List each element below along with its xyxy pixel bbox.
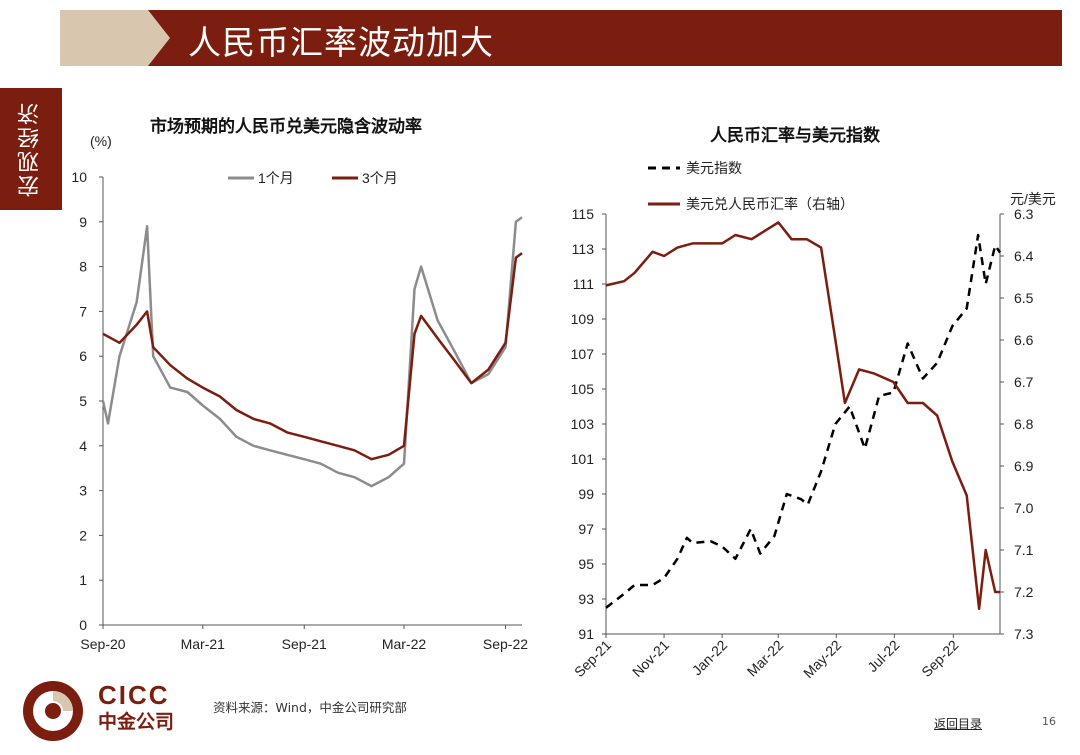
c2-y2-unit-label: 元/美元 (1010, 191, 1056, 207)
c2-y2-tick-label: 7.0 (1014, 500, 1034, 516)
c2-y-tick-label: 113 (572, 241, 595, 257)
c2-y2-tick-label: 6.6 (1014, 332, 1034, 348)
c2-y-tick-label: 95 (578, 556, 594, 572)
chart2-title: 人民币汇率与美元指数 (710, 126, 880, 146)
c2-series-line-2 (605, 221, 1000, 611)
logo-text-cicc: CICC (98, 680, 170, 710)
c1-y-tick-label: 7 (79, 303, 87, 319)
c1-y-tick-label: 4 (79, 438, 87, 454)
c1-x-tick-label: Sep-20 (80, 636, 125, 652)
c2-x-tick-label: Nov-21 (629, 637, 672, 680)
c1-y-tick-label: 9 (79, 214, 87, 230)
c2-x-tick-label: May-22 (800, 637, 844, 681)
c1-series-line-2 (102, 252, 523, 461)
c2-y2-tick-label: 6.3 (1014, 206, 1034, 222)
c2-legend-label-1: 美元指数 (686, 160, 742, 176)
c1-y-tick-label: 3 (79, 483, 87, 499)
c2-y-tick-label: 97 (578, 521, 594, 537)
c1-y-tick-label: 5 (79, 393, 87, 409)
c1-y-tick-label: 0 (79, 617, 87, 633)
page-title: 人民币汇率波动加大 (188, 23, 494, 62)
c1-x-tick-label: Sep-21 (282, 636, 327, 652)
c2-y2-tick-label: 7.1 (1014, 542, 1034, 558)
c2-y-tick-label: 105 (571, 381, 595, 397)
c2-y2-tick-label: 6.5 (1014, 290, 1034, 306)
c2-y2-tick-label: 6.7 (1014, 374, 1034, 390)
c1-legend-label-1: 1个月 (258, 170, 294, 186)
c2-legend-label-2: 美元兑人民币汇率（右轴） (686, 196, 854, 212)
c2-y2-tick-label: 6.9 (1014, 458, 1034, 474)
c2-y2-tick-label: 6.4 (1014, 248, 1034, 264)
c2-y-tick-label: 91 (578, 626, 594, 642)
c2-x-tick-label: Sep-22 (918, 637, 961, 680)
chart2-fx-dxy: 91 93 95 97 99 101 103 105 107 109 111 113 115 6.3 6.4… (571, 160, 1056, 681)
c2-y-tick-label: 107 (571, 346, 595, 362)
c2-y-tick-label: 115 (572, 206, 595, 222)
c1-legend-label-2: 3个月 (362, 170, 398, 186)
c2-y2-tick-label: 7.3 (1014, 626, 1034, 642)
c2-y-tick-label: 99 (578, 486, 594, 502)
c2-y-tick-label: 111 (573, 276, 594, 292)
back-to-contents-link[interactable]: 返回目录 (934, 717, 983, 731)
section-tab[interactable]: 宏观经济 (0, 88, 62, 210)
c1-x-tick-label: Mar-21 (181, 636, 226, 652)
c1-y-unit-label: (%) (90, 133, 112, 149)
c2-y-tick-label: 93 (578, 591, 594, 607)
c2-y2-tick-label: 6.8 (1014, 416, 1034, 432)
c2-y2-tick-label: 7.2 (1014, 584, 1034, 600)
c2-y-tick-label: 103 (571, 416, 595, 432)
c2-x-tick-label: Jul-22 (864, 637, 902, 675)
c1-x-tick-label: Mar-22 (382, 636, 427, 652)
c2-y-tick-label: 109 (571, 311, 595, 327)
c1-y-tick-label: 10 (71, 169, 87, 185)
c1-y-tick-label: 2 (79, 527, 87, 543)
c1-series-line-1 (101, 216, 523, 488)
c2-x-tick-label: Sep-21 (571, 637, 614, 680)
banner-accent-shape (60, 10, 176, 66)
c1-y-tick-label: 8 (79, 259, 87, 275)
page-number: 16 (1042, 715, 1056, 728)
c2-x-tick-label: Jan-22 (689, 637, 731, 679)
c1-y-tick-label: 6 (79, 348, 87, 364)
logo-text-zhongjin: 中金公司 (98, 711, 175, 733)
c2-series-line-1 (605, 233, 1002, 609)
chart1-title: 市场预期的人民币兑美元隐含波动率 (150, 117, 422, 137)
header-banner (60, 10, 1062, 66)
c2-y-tick-label: 101 (571, 451, 595, 467)
banner-bar (148, 10, 1062, 66)
c2-x-tick-label: Mar-22 (744, 637, 787, 680)
cicc-logo-icon (23, 681, 83, 741)
chart1-volatility: (%) 0 1 2 3 4 5 6 7 8 9 10 Sep-20 Mar-21 Sep-21 Mar-22 S… (71, 133, 528, 652)
c1-x-tick-label: Sep-22 (483, 636, 528, 652)
source-note: 资料来源：Wind，中金公司研究部 (213, 700, 407, 715)
c1-y-tick-label: 1 (79, 572, 87, 588)
